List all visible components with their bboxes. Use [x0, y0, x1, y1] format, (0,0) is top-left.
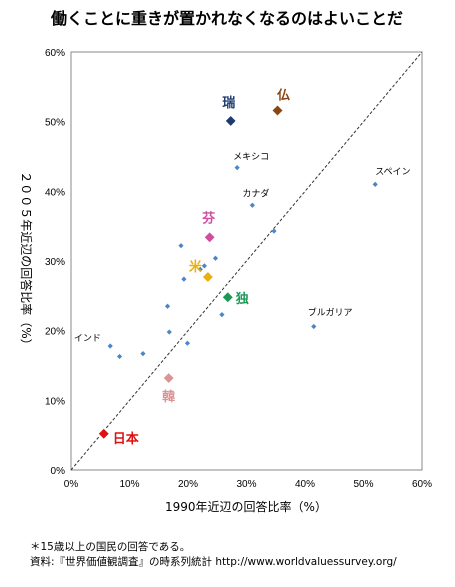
- x-tick-labels: 0% 10% 20% 30% 40% 50% 60%: [64, 479, 432, 490]
- y-tick-label: 50%: [45, 118, 65, 129]
- highlighted-point: [97, 427, 110, 440]
- y-axis-label: ２００５年近辺の回答比率（%）: [19, 171, 34, 350]
- highlighted-point: [271, 104, 284, 117]
- country-label: ブルガリア: [308, 306, 353, 318]
- x-tick-label: 30%: [236, 479, 256, 490]
- data-point: [107, 343, 113, 349]
- highlighted-label: 仏: [277, 89, 290, 104]
- data-points: [107, 165, 378, 360]
- data-point: [197, 266, 203, 272]
- x-tick-label: 0%: [64, 479, 79, 490]
- highlighted-point: [203, 231, 216, 244]
- data-point: [234, 165, 240, 171]
- country-label: メキシコ: [233, 153, 269, 163]
- data-point: [372, 181, 378, 187]
- y-tick-label: 20%: [45, 327, 65, 338]
- highlighted-label: 米: [189, 259, 203, 275]
- y-tick-label: 10%: [45, 396, 65, 407]
- data-point: [178, 243, 184, 249]
- y-tick-label: 30%: [45, 257, 65, 268]
- chart-title: 働くことに重きが置かれなくなるのはよいことだ: [50, 9, 403, 28]
- data-point: [164, 303, 171, 309]
- country-label: スペイン: [375, 167, 410, 177]
- y-tick-label: 40%: [45, 187, 65, 198]
- data-point: [140, 351, 146, 357]
- y-tick-label: 0%: [51, 466, 66, 477]
- x-tick-label: 60%: [412, 479, 432, 490]
- data-point: [311, 323, 317, 330]
- highlighted-point: [201, 270, 214, 284]
- highlighted-point: [221, 291, 234, 304]
- data-point: [249, 202, 255, 208]
- note-source: 資料:『世界価値観調査』の時系列統計 http://www.worldvalue…: [30, 556, 397, 568]
- data-point: [201, 263, 207, 269]
- note-respondents: ＊15歳以上の国民の回答である。: [30, 541, 191, 553]
- highlighted-label: 日本: [113, 431, 139, 447]
- country-label: カナダ: [242, 187, 269, 199]
- highlighted-point: [162, 371, 175, 385]
- data-point: [212, 255, 219, 261]
- highlighted-point: [224, 114, 237, 128]
- reference-line: [70, 51, 423, 471]
- x-tick-label: 20%: [178, 479, 198, 490]
- highlighted-label: 瑞: [222, 95, 235, 111]
- data-point: [181, 276, 187, 282]
- highlighted-label: 独: [236, 291, 249, 307]
- y-tick-labels: 0% 10% 20% 30% 40% 50% 60%: [45, 48, 65, 477]
- x-tick-label: 40%: [295, 479, 315, 490]
- x-tick-label: 10%: [119, 479, 139, 490]
- data-point: [166, 329, 172, 335]
- highlighted-label: 芬: [201, 210, 216, 226]
- x-axis-label: 1990年近辺の回答比率（%）: [165, 499, 327, 514]
- data-point: [116, 353, 123, 360]
- data-point: [219, 312, 225, 318]
- highlighted-label: 韓: [162, 389, 175, 405]
- y-tick-label: 60%: [45, 48, 65, 59]
- data-point: [184, 340, 191, 346]
- country-label: インド: [74, 334, 101, 344]
- x-tick-label: 50%: [353, 479, 373, 490]
- data-point: [271, 228, 277, 234]
